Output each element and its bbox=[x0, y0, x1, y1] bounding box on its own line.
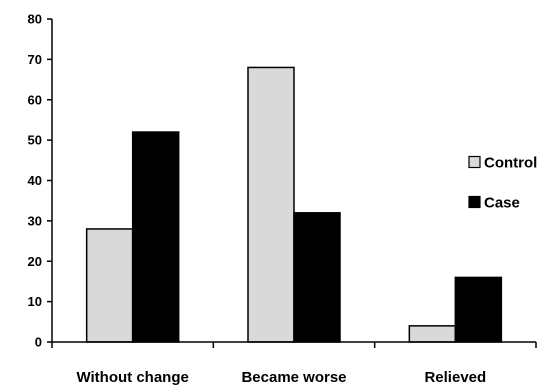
y-tick-label: 50 bbox=[28, 133, 42, 148]
bar-control-1 bbox=[85, 228, 134, 343]
y-tick-label: 70 bbox=[28, 52, 42, 67]
legend-swatch-case bbox=[468, 195, 481, 209]
legend-swatch-control bbox=[468, 155, 481, 169]
bars-layer bbox=[85, 66, 503, 343]
legend: Control Case bbox=[468, 155, 537, 212]
y-tick-label: 0 bbox=[35, 335, 42, 350]
y-tick-label: 60 bbox=[28, 92, 42, 107]
bar-control-2 bbox=[247, 66, 295, 343]
y-ticks-layer: 0 10 20 30 40 50 60 70 80 bbox=[28, 12, 52, 350]
category-label: Relieved bbox=[424, 369, 486, 386]
bar-control-3 bbox=[408, 325, 457, 343]
category-label: Became worse bbox=[241, 369, 346, 386]
bar-case-1 bbox=[131, 131, 180, 343]
y-tick-label: 80 bbox=[28, 12, 42, 27]
legend-label-control: Control bbox=[484, 155, 537, 172]
legend-label-case: Case bbox=[484, 195, 520, 212]
bar-case-3 bbox=[454, 276, 503, 343]
category-label: Without change bbox=[76, 369, 188, 386]
y-tick-label: 20 bbox=[28, 254, 42, 269]
category-labels-layer: Without change Became worse Relieved bbox=[76, 369, 486, 386]
y-tick-label: 40 bbox=[28, 173, 42, 188]
y-tick-label: 10 bbox=[28, 294, 42, 309]
bar-case-2 bbox=[293, 212, 341, 343]
y-tick-label: 30 bbox=[28, 213, 42, 228]
